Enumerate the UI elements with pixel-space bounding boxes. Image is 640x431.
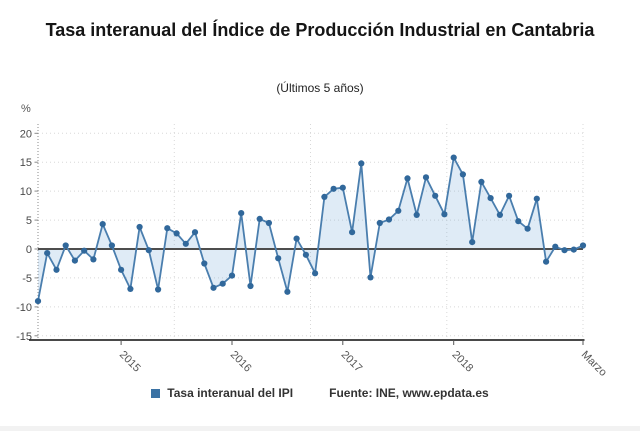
data-point[interactable]: [376, 219, 383, 227]
y-tick-label: 20: [20, 128, 32, 140]
y-tick-label: -10: [16, 302, 32, 314]
data-point[interactable]: [136, 223, 143, 231]
data-point[interactable]: [339, 184, 346, 191]
data-point[interactable]: [284, 288, 291, 295]
x-tick-label: 2015: [117, 349, 143, 375]
legend-label: Tasa interanual del IPI: [167, 386, 294, 400]
source-text: Fuente: INE, www.epdata.es: [329, 386, 489, 400]
data-point[interactable]: [90, 256, 97, 263]
data-point[interactable]: [579, 242, 587, 249]
data-point[interactable]: [81, 247, 88, 254]
data-point[interactable]: [293, 235, 300, 242]
data-point[interactable]: [515, 218, 522, 225]
data-point[interactable]: [524, 225, 531, 232]
data-point[interactable]: [62, 242, 69, 249]
x-tick-label: 2016: [228, 349, 254, 375]
data-point[interactable]: [561, 247, 568, 254]
data-point[interactable]: [385, 216, 393, 223]
data-point[interactable]: [118, 266, 125, 273]
chart-title: Tasa interanual del Índice de Producción…: [0, 14, 640, 46]
data-point[interactable]: [34, 298, 42, 305]
data-point[interactable]: [145, 247, 152, 254]
data-point[interactable]: [173, 230, 180, 237]
legend-item-ipi[interactable]: Tasa interanual del IPI: [151, 386, 293, 400]
data-point[interactable]: [228, 272, 236, 279]
x-tick-label: Marzo: [579, 349, 609, 379]
data-point[interactable]: [108, 242, 115, 249]
data-point[interactable]: [404, 175, 411, 182]
data-point[interactable]: [450, 154, 457, 161]
data-point[interactable]: [53, 266, 60, 273]
data-point[interactable]: [506, 192, 513, 199]
data-point[interactable]: [265, 219, 272, 227]
data-point[interactable]: [432, 192, 439, 199]
data-point[interactable]: [469, 239, 476, 246]
data-point[interactable]: [155, 286, 162, 293]
series-area: [38, 157, 583, 302]
y-axis-unit-label: %: [21, 103, 31, 115]
y-tick-label: 10: [20, 186, 32, 198]
data-point[interactable]: [201, 260, 208, 267]
x-tick-label: 2018: [449, 349, 475, 375]
data-point[interactable]: [275, 255, 282, 262]
data-point[interactable]: [238, 210, 245, 217]
data-point[interactable]: [496, 211, 503, 218]
data-point[interactable]: [210, 284, 217, 291]
data-point[interactable]: [191, 229, 199, 236]
data-point[interactable]: [164, 225, 171, 232]
data-point[interactable]: [552, 243, 559, 250]
data-point[interactable]: [533, 195, 540, 202]
x-tick-label: 2017: [339, 349, 365, 375]
data-point[interactable]: [358, 160, 365, 167]
data-point[interactable]: [127, 285, 134, 292]
series-line: [37, 156, 584, 303]
data-point[interactable]: [487, 195, 494, 202]
chart-subtitle: (Últimos 5 años): [276, 81, 364, 95]
y-tick-label: 15: [20, 157, 32, 169]
data-point[interactable]: [247, 282, 254, 290]
data-point[interactable]: [543, 258, 550, 265]
data-point[interactable]: [256, 215, 263, 222]
data-point[interactable]: [71, 257, 78, 264]
chart-title-text: Tasa interanual del Índice de Producción…: [45, 20, 595, 40]
data-point[interactable]: [302, 251, 309, 258]
y-tick-label: -5: [22, 273, 32, 285]
legend-square-icon: [151, 388, 161, 398]
bottom-border: [0, 426, 640, 431]
data-point[interactable]: [422, 174, 430, 181]
data-point[interactable]: [478, 178, 485, 185]
data-point[interactable]: [219, 280, 226, 287]
data-point[interactable]: [570, 246, 577, 253]
y-tick-label: -15: [16, 331, 32, 343]
data-point[interactable]: [44, 250, 51, 257]
data-point[interactable]: [99, 221, 106, 228]
data-point[interactable]: [395, 207, 402, 214]
data-point[interactable]: [367, 274, 374, 281]
data-point[interactable]: [413, 211, 420, 218]
data-point[interactable]: [321, 193, 328, 200]
data-point[interactable]: [330, 185, 337, 192]
data-point[interactable]: [441, 211, 448, 218]
data-point[interactable]: [459, 171, 466, 178]
data-point[interactable]: [349, 229, 356, 236]
y-tick-label: 5: [26, 215, 32, 227]
y-tick-label: 0: [26, 244, 32, 256]
data-point[interactable]: [312, 270, 319, 277]
data-point[interactable]: [182, 240, 189, 247]
legend-row: Tasa interanual del IPI Fuente: INE, www…: [0, 386, 640, 400]
